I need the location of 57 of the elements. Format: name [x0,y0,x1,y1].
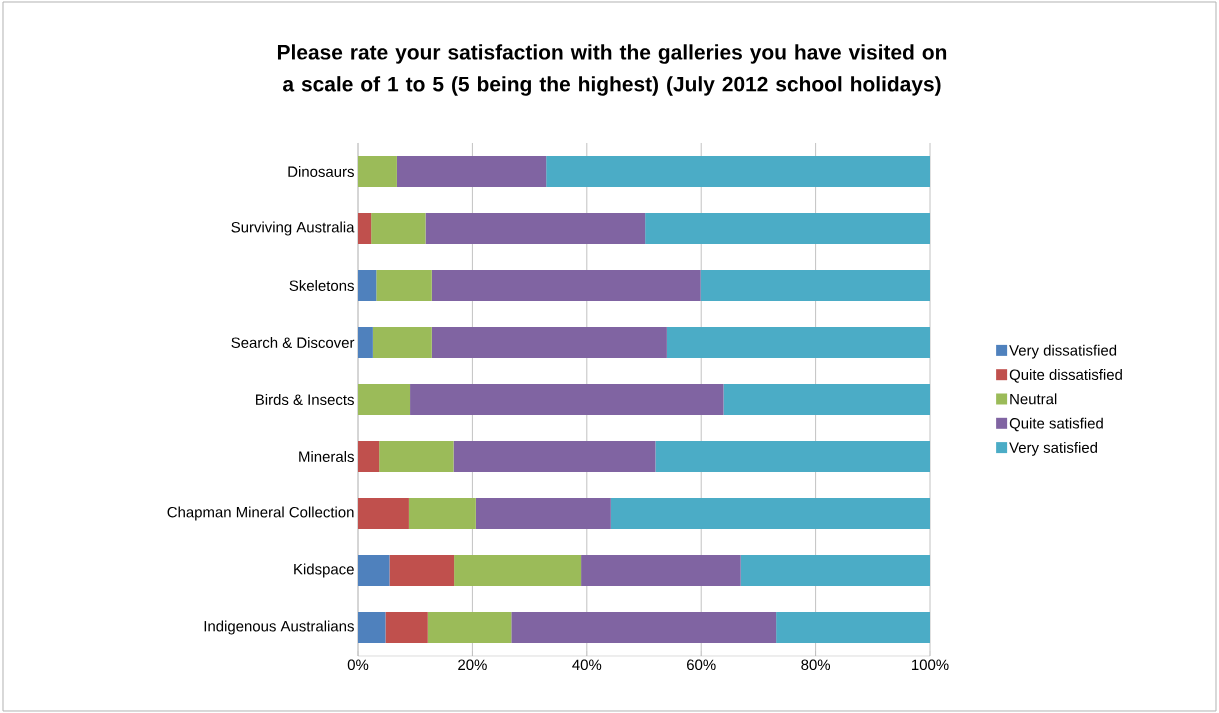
y-tick-label: Birds & Insects [256,394,354,405]
bar [358,611,386,643]
y-tick-label: Chapman Mineral Collection [167,506,354,521]
bar [379,440,454,472]
y-tick-label: Minerals [299,451,354,462]
bar [396,155,547,187]
bar [776,611,931,643]
bar [453,440,656,472]
bar [546,155,931,187]
bar [410,383,724,415]
bar [385,611,428,643]
bar [610,497,931,529]
bar [358,326,373,358]
bar [408,497,476,529]
bar [475,497,611,529]
legend-label: Quite dissatisfied [1009,369,1122,383]
bar [740,554,931,586]
x-tick-label: 20% [458,659,487,671]
bar [372,326,432,358]
bar [358,554,390,586]
y-tick-label: Search & Discover [231,337,355,348]
bar [431,326,667,358]
bar [358,383,411,415]
bar [700,269,931,301]
bar [723,383,931,415]
bar [581,554,741,586]
bar [454,554,582,586]
bar [666,326,931,358]
bar [645,212,931,244]
y-tick-label: Dinosaurs [288,166,354,177]
bar [358,155,397,187]
bar [427,611,512,643]
x-tick-label: 40% [572,659,602,671]
legend-label: Very satisfied [1009,441,1097,456]
bar [358,212,372,244]
bar [511,611,777,643]
bar [431,269,701,301]
legend-label: Very dissatisfied [1009,344,1117,359]
x-tick-label: 0% [347,659,369,671]
legend-label: Quite satisfied [1009,417,1103,432]
bar [389,554,455,586]
bar [358,497,409,529]
y-tick-label: Skeletons [289,280,354,291]
bar [358,269,377,301]
bar [376,269,432,301]
y-tick-label: Kidspace [294,563,354,578]
y-tick-label: Surviving Australia [231,221,355,236]
x-tick-label: 60% [687,659,716,671]
bar [425,212,646,244]
bar [358,440,380,472]
bar [371,212,426,244]
y-tick-label: Indigenous Australians [204,620,354,635]
chart-title: Please rate your satisfaction with the galleries you have visited on a scale of 1 to 5 (5 being the highest) (July 2012 school holidays) [277,44,947,96]
bar [655,440,931,472]
x-tick-label: 100% [912,659,949,671]
x-tick-label: 80% [801,659,831,671]
legend-label: Neutral [1010,393,1057,405]
